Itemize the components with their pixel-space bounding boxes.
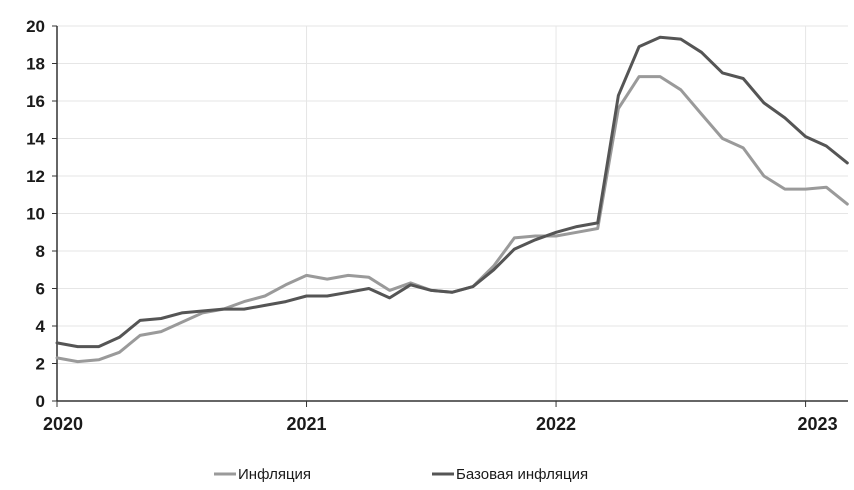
series-2-point (97, 345, 100, 348)
legend: Инфляция Базовая инфляция (214, 466, 588, 483)
series-2-point (721, 72, 724, 74)
series-1-point (181, 321, 183, 324)
series-2-point (659, 36, 661, 39)
series-2-point (617, 94, 620, 97)
series-1-point (118, 351, 121, 354)
y-tick-label: 20 (26, 17, 45, 36)
series-2-point (804, 135, 807, 138)
y-tick-label: 4 (36, 317, 46, 336)
series-2-point (181, 312, 183, 314)
series-1-point (56, 357, 58, 359)
series-2-point (368, 287, 370, 290)
series-2-point (763, 102, 765, 104)
series-2-point (451, 291, 453, 294)
series-1-point (347, 274, 350, 277)
y-tick-label: 16 (26, 92, 45, 111)
y-tick-label: 0 (36, 392, 45, 411)
series-2-point (326, 295, 329, 297)
series-2-point (430, 289, 433, 292)
series-1-point (326, 278, 329, 280)
y-tick-label: 14 (26, 130, 45, 149)
series-2-point (846, 162, 849, 164)
x-tick-label: 2022 (536, 414, 576, 434)
x-tick-labels: 2020 2021 2022 2023 (43, 414, 838, 434)
series-2-point (576, 225, 578, 228)
series-1-point (825, 186, 828, 188)
series-1-point (368, 276, 370, 279)
series-1-point (492, 265, 495, 267)
series-2-point (700, 51, 703, 54)
y-tick-labels: 0 2 4 6 8 10 12 14 16 18 20 (26, 17, 45, 411)
series-2-point (201, 310, 204, 312)
series-2-point (742, 77, 744, 80)
series-2-point (243, 308, 245, 310)
series-2-point (285, 300, 287, 303)
series-2-point (76, 345, 79, 348)
series-1-point (76, 360, 79, 363)
y-tick-label: 6 (36, 280, 45, 299)
series-1-point (264, 295, 266, 297)
series-1-point (680, 89, 682, 91)
series-lines (55, 35, 849, 364)
series-2-point (160, 317, 162, 320)
series-2-point (347, 291, 350, 294)
series-line-2 (55, 35, 849, 349)
series-1-point (700, 113, 703, 115)
series-1-point (243, 300, 245, 303)
series-2-point (222, 308, 225, 310)
y-tick-label: 18 (26, 55, 45, 74)
series-2-point (118, 336, 121, 339)
series-2-point (825, 145, 828, 147)
series-2-point (388, 297, 391, 299)
series-1-point (721, 137, 724, 140)
series-1-point (742, 147, 744, 149)
series-2-point (680, 38, 682, 40)
series-1-point (784, 188, 786, 190)
series-1-point (97, 359, 100, 361)
y-tick-label: 8 (36, 242, 45, 261)
series-1-point (659, 75, 661, 78)
series-2-point (534, 239, 537, 241)
series-2-point (638, 45, 640, 48)
series-1-point (617, 107, 620, 110)
series-2-point (784, 117, 786, 119)
series-2-point (513, 248, 516, 250)
series-1-point (534, 235, 537, 237)
series-1-point (285, 284, 287, 286)
series-1-point (139, 334, 141, 337)
series-2-point (555, 231, 557, 234)
series-2-point (264, 304, 266, 307)
series-line-1 (55, 75, 849, 364)
series-1-point (638, 75, 640, 78)
series-1-point (763, 175, 765, 177)
series-2-point (139, 319, 141, 322)
legend-label: Базовая инфляция (456, 466, 588, 483)
axes (56, 26, 848, 402)
legend-label: Инфляция (238, 466, 311, 483)
series-1-point (596, 227, 599, 230)
series-1-point (846, 203, 849, 205)
series-1-point (305, 274, 308, 277)
series-2-point (596, 222, 599, 224)
series-1-point (388, 289, 391, 292)
series-1-point (409, 282, 412, 284)
series-2-point (56, 342, 58, 344)
series-2-point (492, 269, 495, 271)
series-1-point (513, 237, 516, 239)
series-1-point (804, 188, 807, 190)
x-tick-label: 2020 (43, 414, 83, 434)
grid (52, 25, 848, 407)
x-tick-label: 2021 (287, 414, 327, 434)
x-tick-label: 2023 (798, 414, 838, 434)
series-2-point (472, 285, 474, 288)
y-tick-label: 12 (26, 167, 45, 186)
series-1-point (576, 231, 578, 234)
series-2-point (409, 284, 412, 286)
series-1-point (555, 235, 557, 237)
series-1-point (160, 330, 162, 333)
y-tick-label: 2 (36, 355, 45, 374)
y-tick-label: 10 (26, 205, 45, 224)
series-2-point (305, 295, 308, 297)
